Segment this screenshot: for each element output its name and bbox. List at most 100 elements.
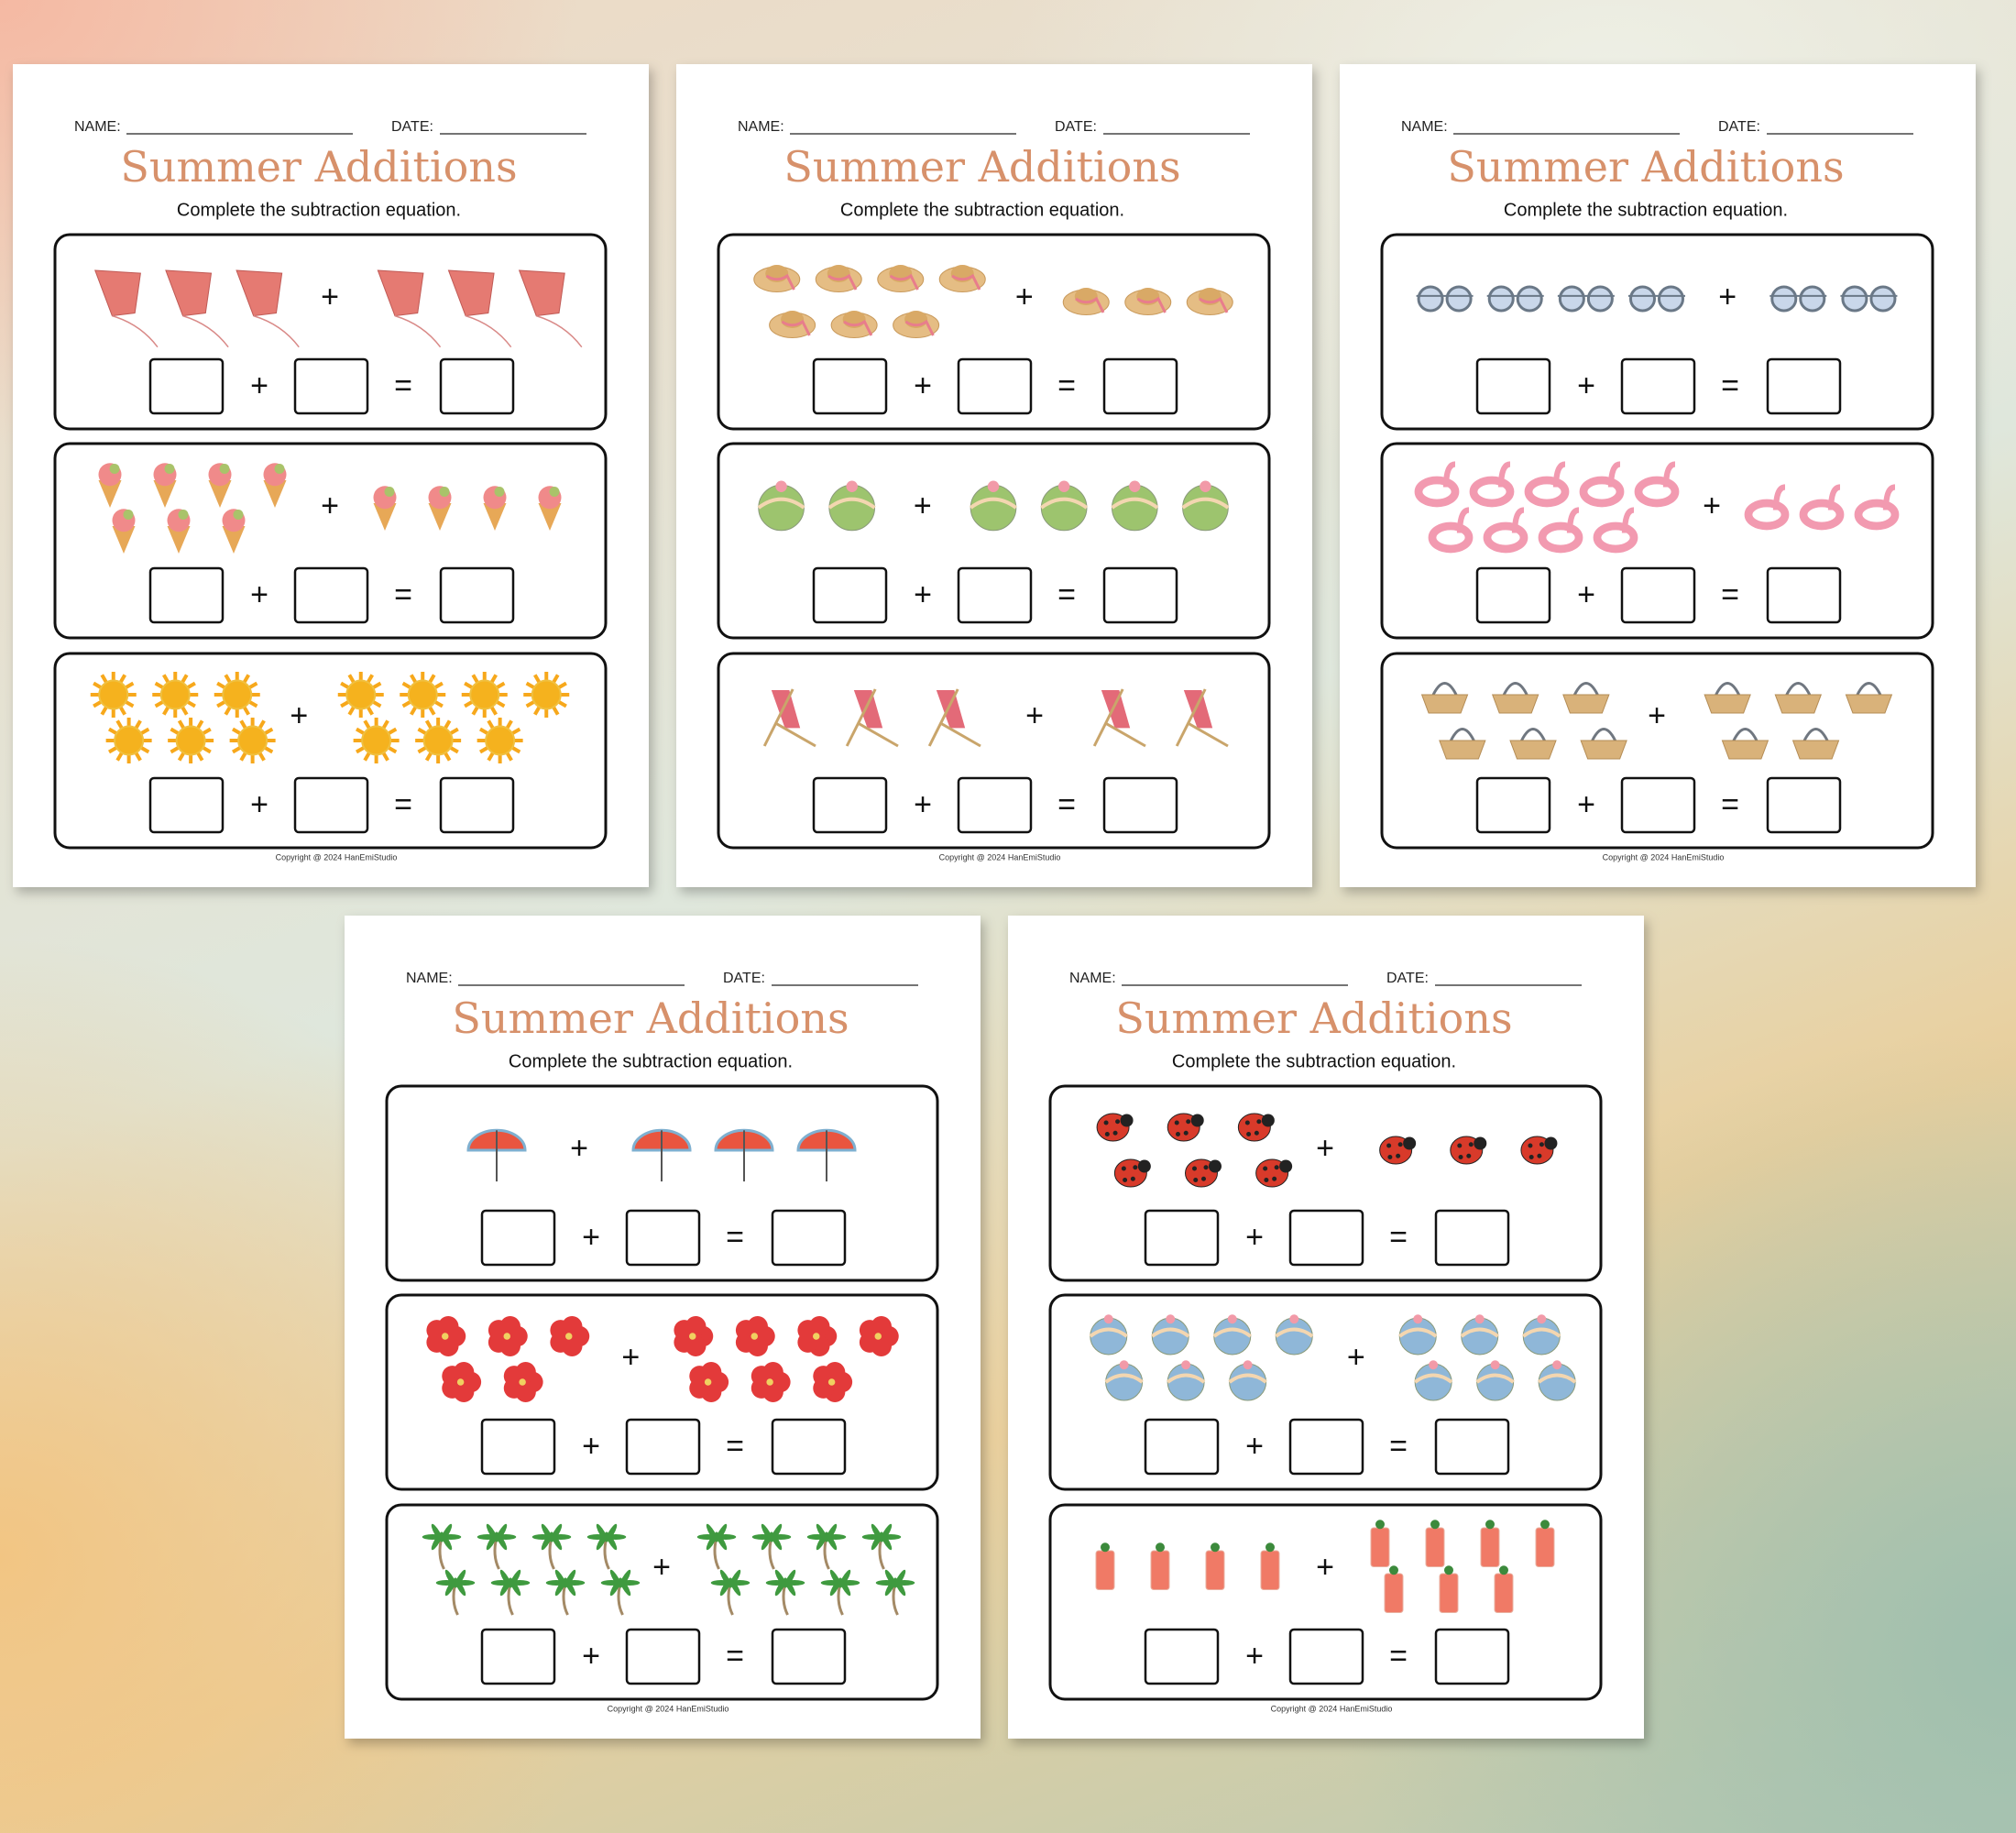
item-icon <box>168 718 214 763</box>
icon-part <box>503 1333 510 1340</box>
icon-part <box>422 725 454 756</box>
icon-part <box>775 480 787 492</box>
item-icon <box>1092 688 1146 748</box>
item-icon <box>229 718 276 763</box>
icon-part <box>874 1333 882 1340</box>
date-label: DATE: <box>1055 119 1097 135</box>
item-icon <box>1744 484 1790 531</box>
icon-part <box>1474 1314 1485 1324</box>
item-icon <box>1475 1360 1515 1401</box>
item-icon <box>1237 1113 1275 1142</box>
icon-part <box>729 1569 741 1588</box>
icon-part <box>437 1316 459 1337</box>
answer-box <box>957 566 1033 624</box>
plus-sign: + <box>570 1131 588 1166</box>
problem: + + = <box>1048 1084 1603 1282</box>
icon-part <box>1483 521 1528 554</box>
icon-part <box>1181 1360 1191 1370</box>
icon-part <box>1444 1565 1453 1575</box>
plus-sign: + <box>621 1340 640 1375</box>
icon-part <box>536 314 583 348</box>
icon-part <box>1104 721 1146 748</box>
plus-sign: + <box>1015 280 1034 314</box>
item-icon <box>550 1316 590 1356</box>
problem: + + = <box>385 1084 939 1282</box>
item-icon <box>1494 1565 1514 1613</box>
icon-part <box>1228 1373 1267 1384</box>
icon-part <box>159 679 191 710</box>
item-icon <box>1634 461 1680 508</box>
icon-part <box>1279 1159 1293 1173</box>
worksheet-page: NAME: DATE: Summer Additions Complete the s… <box>13 64 649 887</box>
icon-part <box>1439 1573 1459 1613</box>
icon-part <box>486 1523 499 1542</box>
item-icon <box>105 718 152 763</box>
icon-part <box>838 1569 851 1588</box>
icon-part <box>1187 721 1229 748</box>
icon-part <box>1799 499 1845 531</box>
item-icon <box>477 1523 517 1570</box>
icon-part <box>715 1523 728 1542</box>
icon-part <box>970 497 1017 510</box>
icon-part <box>1384 1573 1404 1613</box>
icon-part <box>1057 480 1070 492</box>
item-icon <box>1593 507 1638 554</box>
icon-part <box>1150 1550 1170 1590</box>
icon-part <box>1414 476 1460 508</box>
problem: + + = <box>53 652 608 850</box>
plus-sign: + <box>1245 1639 1264 1674</box>
item-icon <box>1845 682 1893 714</box>
instruction: Complete the subtraction equation. <box>840 200 1124 220</box>
item-icon <box>1840 285 1898 313</box>
item-icon <box>1212 1314 1252 1356</box>
equals-sign: = <box>1721 368 1739 403</box>
icon-part <box>783 1569 796 1588</box>
icon-part <box>889 273 919 291</box>
icon-part <box>1520 728 1546 741</box>
item-icon <box>1062 288 1110 315</box>
problem: + + = <box>717 442 1271 640</box>
icon-part <box>1263 1166 1268 1171</box>
item-icon <box>1469 461 1515 508</box>
icon-part <box>774 1569 787 1588</box>
icon-part <box>824 1362 846 1383</box>
item-icon <box>813 1362 853 1402</box>
icon-part <box>1264 1178 1269 1182</box>
icon-part <box>1841 285 1868 313</box>
icon-part <box>1103 1314 1113 1324</box>
icon-part <box>1566 507 1580 533</box>
item-icon <box>377 269 442 348</box>
icon-part <box>1227 1314 1237 1324</box>
item-icon <box>1522 1314 1561 1356</box>
item-icon <box>751 1362 791 1402</box>
item-icon <box>1089 1314 1128 1356</box>
icon-part <box>1104 1373 1144 1384</box>
icon-part <box>880 1523 893 1542</box>
item-icon <box>938 265 986 292</box>
item-icon <box>1255 1158 1293 1188</box>
answer-box <box>148 566 225 624</box>
item-icon <box>927 688 981 748</box>
icon-part <box>1791 740 1840 760</box>
icon-part <box>1040 497 1089 510</box>
icon-part <box>550 1523 563 1542</box>
answer-box <box>439 566 515 624</box>
icon-part <box>1174 1120 1179 1125</box>
item-icon <box>875 1569 915 1616</box>
icon-part <box>112 314 159 348</box>
icon-part <box>447 269 495 317</box>
item-icon <box>1491 682 1539 714</box>
item-icon <box>90 672 137 718</box>
equals-sign: = <box>1389 1639 1408 1674</box>
item-icon <box>1486 285 1544 313</box>
item-icon <box>1579 461 1625 508</box>
icon-part <box>153 480 177 508</box>
plus-sign: + <box>1703 488 1721 523</box>
icon-part <box>1389 1565 1398 1575</box>
icon-part <box>167 526 191 554</box>
problem: + + = <box>385 1503 939 1701</box>
icon-part <box>1199 296 1229 313</box>
equals-sign: = <box>1057 368 1076 403</box>
icon-part <box>825 1523 838 1542</box>
equals-sign: = <box>1057 787 1076 822</box>
